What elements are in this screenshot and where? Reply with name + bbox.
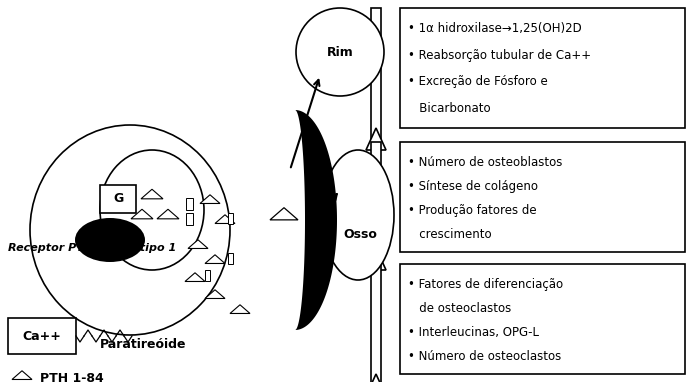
Ellipse shape <box>322 150 394 280</box>
Text: • Síntese de colágeno: • Síntese de colágeno <box>408 180 538 193</box>
Polygon shape <box>205 255 225 264</box>
Ellipse shape <box>75 218 145 262</box>
Text: • Número de osteoclastos: • Número de osteoclastos <box>408 350 562 363</box>
Text: Bicarbonato: Bicarbonato <box>408 102 491 115</box>
Polygon shape <box>366 128 386 150</box>
Text: • Número de osteoblastos: • Número de osteoblastos <box>408 156 562 169</box>
Text: • Fatores de diferenciação: • Fatores de diferenciação <box>408 278 563 291</box>
Bar <box>371 264 381 382</box>
Bar <box>100 185 136 213</box>
Polygon shape <box>366 248 386 270</box>
Polygon shape <box>366 374 386 382</box>
Text: • 1α hidroxilase→1,25(OH)2D: • 1α hidroxilase→1,25(OH)2D <box>408 22 582 35</box>
Ellipse shape <box>296 8 384 96</box>
Text: crescimento: crescimento <box>408 228 491 241</box>
Polygon shape <box>185 273 205 282</box>
Polygon shape <box>12 371 32 379</box>
Ellipse shape <box>100 150 204 270</box>
Polygon shape <box>188 240 208 248</box>
Text: Rim: Rim <box>327 45 353 58</box>
Bar <box>400 8 685 128</box>
Polygon shape <box>270 208 298 220</box>
Bar <box>228 213 233 224</box>
Text: PTH 1-84: PTH 1-84 <box>40 372 104 382</box>
Text: • Produção fatores de: • Produção fatores de <box>408 204 537 217</box>
Ellipse shape <box>30 125 230 335</box>
Polygon shape <box>131 209 153 219</box>
Text: de osteoclastos: de osteoclastos <box>408 302 512 315</box>
Bar <box>400 264 685 374</box>
Polygon shape <box>157 209 179 219</box>
Text: Ca++: Ca++ <box>22 330 61 343</box>
Polygon shape <box>205 290 225 298</box>
Polygon shape <box>215 215 235 223</box>
Bar <box>400 142 685 252</box>
Text: Osso: Osso <box>343 228 377 241</box>
Polygon shape <box>230 305 250 314</box>
Bar <box>371 8 381 150</box>
Bar <box>371 142 381 270</box>
Text: Paratireóide: Paratireóide <box>100 338 186 351</box>
Polygon shape <box>295 110 337 330</box>
Text: • Interleucinas, OPG-L: • Interleucinas, OPG-L <box>408 326 539 339</box>
Text: • Excreção de Fósforo e: • Excreção de Fósforo e <box>408 75 548 88</box>
Text: G: G <box>113 193 123 206</box>
Polygon shape <box>141 189 163 199</box>
Text: • Reabsorção tubular de Ca++: • Reabsorção tubular de Ca++ <box>408 49 591 62</box>
Bar <box>8 318 76 354</box>
Bar <box>186 198 193 210</box>
Text: Receptor PTH/PTHrP tipo 1: Receptor PTH/PTHrP tipo 1 <box>8 243 177 253</box>
Bar <box>205 270 210 281</box>
Polygon shape <box>200 195 220 204</box>
Bar <box>186 213 193 225</box>
Bar <box>228 253 233 264</box>
